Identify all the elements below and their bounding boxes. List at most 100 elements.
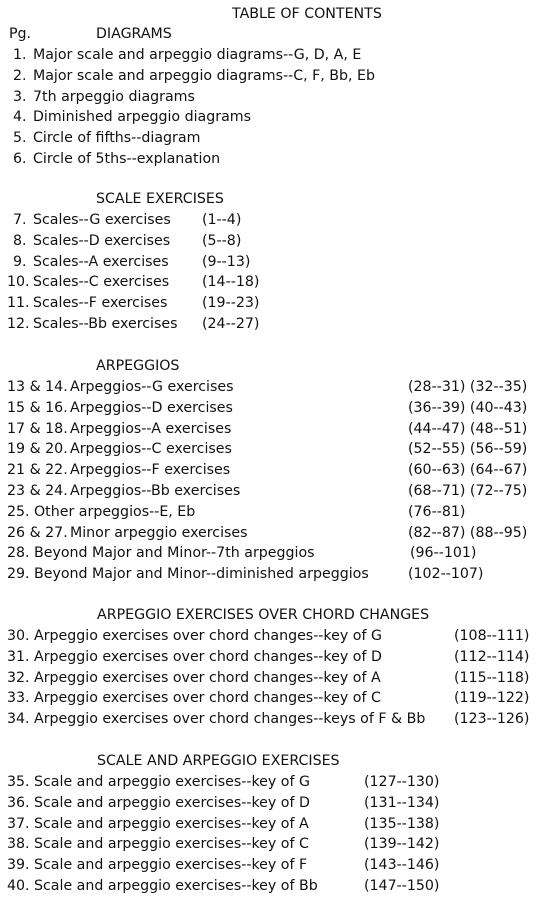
entry-page-range: (135--138) [364,815,440,832]
entry-title: Scale and arpeggio exercises--key of G [34,774,310,790]
toc-entry: 15 & 16. Arpeggios--D exercises (36--39) (… [0,399,544,417]
entry-title: Scale and arpeggio exercises--key of D [34,794,310,811]
entry-page-range: (108--111) [454,628,530,644]
toc-entry: 33. Arpeggio exercises over chord changes… [0,689,544,707]
entry-number: 30. [7,628,30,644]
entry-page-range: (139--142) [364,836,440,853]
entry-page-range: (123--126) [454,711,530,728]
toc-entry: 40. Scale and arpeggio exercises--key of … [0,877,544,895]
entry-number: 11. [7,295,30,312]
entry-page-range: (24--27) [202,316,260,332]
entry-page-range: (1--4) [202,212,242,228]
entry-number: 1. [13,47,27,63]
entry-number: 37. [7,815,30,832]
entry-page-range: (147--150) [364,878,440,894]
entry-page-range: (60--63) (64--67) [408,462,528,479]
entry-number: 29. [7,566,30,583]
toc-entry: 38. Scale and arpeggio exercises--key of … [0,835,544,853]
entry-number: 10. [7,274,30,291]
toc-entry: 3. 7th arpeggio diagrams [0,88,544,106]
toc-entry: 5. Circle of fifths--diagram [0,129,544,147]
entry-number: 7. [13,212,27,228]
entry-title: Scales--C exercises [33,274,170,291]
entry-title: Scale and arpeggio exercises--key of A [34,815,309,832]
toc-entry: 11. Scales--F exercises (19--23) [0,294,544,312]
entry-title: Other arpeggios--E, Eb [34,503,196,520]
toc-entry: 4. Diminished arpeggio diagrams [0,108,544,126]
entry-number: 12. [7,316,30,332]
entry-number: 15 & 16. [7,399,68,416]
entry-title: Circle of 5ths--explanation [33,151,221,167]
entry-number: 5. [13,130,27,147]
entry-number: 21 & 22. [7,462,68,479]
toc-entry: 25. Other arpeggios--E, Eb (76--81) [0,503,544,521]
entry-number: 3. [13,88,27,105]
entry-title: Scale and arpeggio exercises--key of C [34,836,309,853]
toc-entry: 10. Scales--C exercises (14--18) [0,273,544,291]
toc-entry: 39. Scale and arpeggio exercises--key of … [0,856,544,874]
entry-number: 35. [7,774,30,790]
section-heading: ARPEGGIOS [96,358,180,374]
toc-entry: 34. Arpeggio exercises over chord changes… [0,710,544,728]
entry-title: Arpeggios--F exercises [70,462,231,479]
entry-title: Beyond Major and Minor--7th arpeggios [34,545,315,562]
toc-entry: 30. Arpeggio exercises over chord changes… [0,627,544,645]
entry-title: Major scale and arpeggio diagrams--G, D,… [33,47,362,63]
entry-title: Beyond Major and Minor--diminished arpeg… [34,566,369,583]
entry-page-range: (112--114) [454,648,530,665]
toc-entry: 31. Arpeggio exercises over chord changes… [0,648,544,666]
entry-number: 17 & 18. [7,420,68,437]
section-heading: ARPEGGIO EXERCISES OVER CHORD CHANGES [97,607,430,623]
entry-page-range: (52--55) (56--59) [408,441,528,458]
entry-page-range: (14--18) [202,274,260,291]
toc-entry: 37. Scale and arpeggio exercises--key of … [0,815,544,833]
entry-title: Minor arpeggio exercises [70,524,248,541]
entry-page-range: (143--146) [364,857,440,874]
toc-entry: 28. Beyond Major and Minor--7th arpeggios… [0,544,544,562]
toc-entry: 17 & 18. Arpeggios--A exercises (44--47) (… [0,420,544,438]
toc-entry: 8. Scales--D exercises (5--8) [0,232,544,250]
entry-title: Arpeggios--A exercises [70,420,232,437]
entry-title: Arpeggios--D exercises [70,399,233,416]
entry-page-range: (119--122) [454,690,530,707]
entry-page-range: (68--71) (72--75) [408,483,528,499]
toc-entry: 32. Arpeggio exercises over chord changes… [0,669,544,687]
entry-title: Scales--G exercises [33,212,171,228]
entry-page-range: (131--134) [364,794,440,811]
entry-number: 25. [7,503,30,520]
entry-title: Diminished arpeggio diagrams [33,109,251,126]
entry-title: Scale and arpeggio exercises--key of Bb [34,878,318,894]
entry-number: 4. [13,109,27,126]
entry-title: Scales--Bb exercises [33,316,178,332]
entry-title: Scales--D exercises [33,232,171,249]
entry-number: 33. [7,690,30,707]
entry-title: 7th arpeggio diagrams [33,88,195,105]
entry-number: 9. [13,253,27,270]
entry-page-range: (19--23) [202,295,260,312]
page-column-label: Pg. [9,26,32,42]
toc-entry: 36. Scale and arpeggio exercises--key of … [0,794,544,812]
toc-entry: 13 & 14. Arpeggios--G exercises (28--31) (… [0,378,544,396]
entry-page-range: (115--118) [454,669,530,686]
section-heading: SCALE AND ARPEGGIO EXERCISES [97,753,340,769]
entry-number: 40. [7,878,30,894]
entry-number: 32. [7,669,30,686]
toc-entry: 12. Scales--Bb exercises (24--27) [0,315,544,333]
toc-entry: 23 & 24. Arpeggios--Bb exercises (68--71) … [0,482,544,500]
entry-number: 26 & 27. [7,524,68,541]
entry-title: Arpeggios--C exercises [70,441,232,458]
entry-page-range: (82--87) (88--95) [408,524,528,541]
entry-page-range: (127--130) [364,774,440,790]
section-heading: DIAGRAMS [96,26,172,42]
toc-entry: 6. Circle of 5ths--explanation [0,150,544,168]
entry-title: Scales--A exercises [33,253,169,270]
toc-entry: 19 & 20. Arpeggios--C exercises (52--55) (… [0,440,544,458]
toc-entry: 1. Major scale and arpeggio diagrams--G, … [0,46,544,64]
entry-number: 28. [7,545,30,562]
section-heading: SCALE EXERCISES [96,191,224,207]
toc-entry: 21 & 22. Arpeggios--F exercises (60--63) (… [0,461,544,479]
entry-number: 2. [13,67,27,84]
entry-number: 38. [7,836,30,853]
entry-number: 23 & 24. [7,483,68,499]
entry-number: 34. [7,711,30,728]
